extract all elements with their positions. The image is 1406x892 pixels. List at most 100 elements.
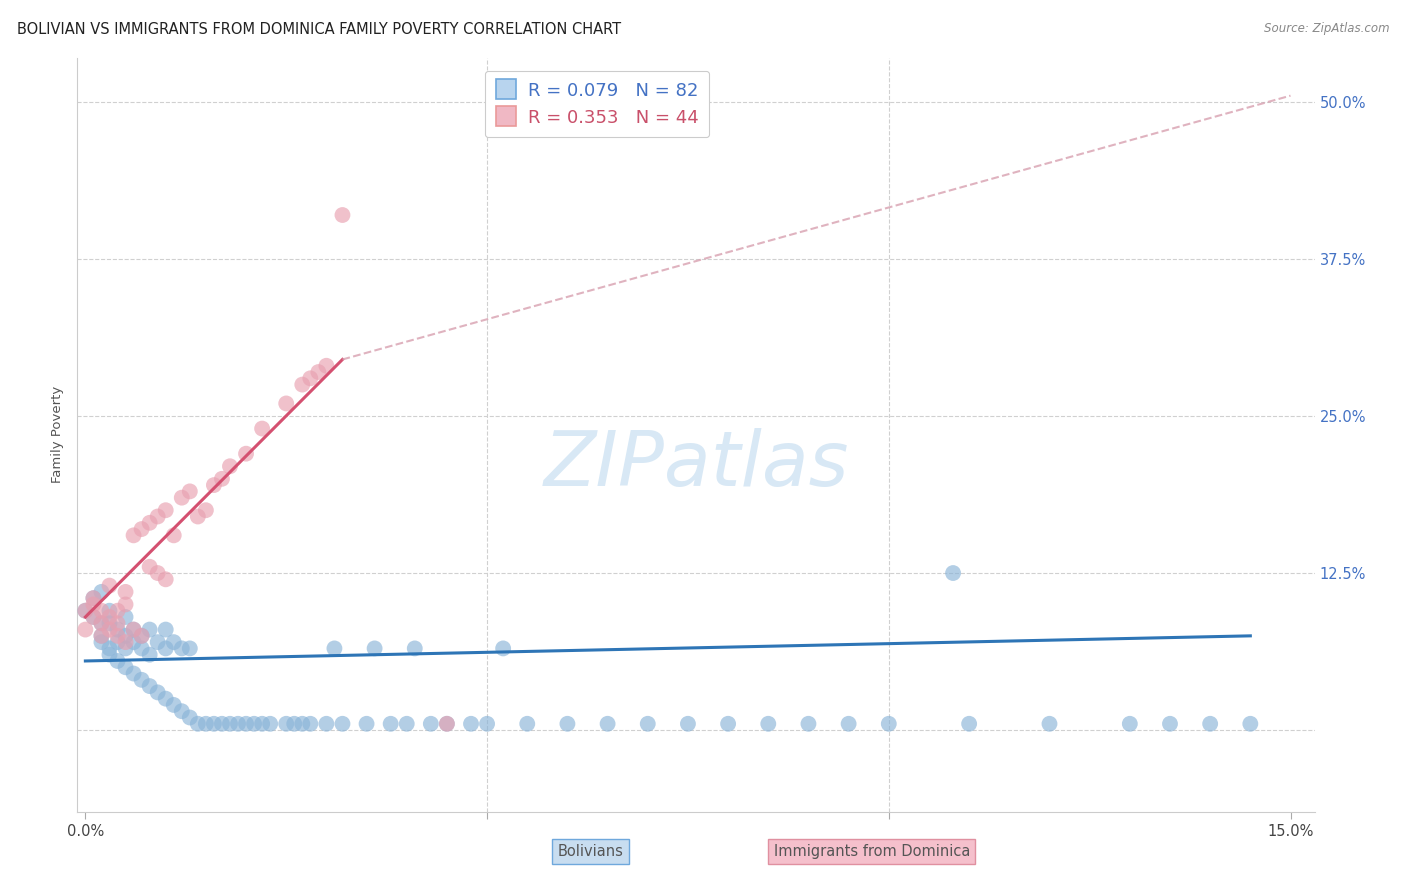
Point	[283, 716, 305, 731]
Point	[404, 641, 426, 656]
Point	[475, 716, 498, 731]
Text: Immigrants from Dominica: Immigrants from Dominica	[773, 845, 970, 859]
Point	[122, 623, 145, 637]
Point	[307, 365, 329, 379]
Point	[170, 641, 193, 656]
Point	[877, 716, 900, 731]
Point	[138, 679, 160, 693]
Point	[122, 528, 145, 542]
Point	[114, 641, 136, 656]
Point	[146, 509, 169, 524]
Point	[219, 459, 242, 474]
Point	[332, 208, 354, 222]
Point	[131, 629, 153, 643]
Point	[1159, 716, 1181, 731]
Point	[323, 641, 346, 656]
Point	[957, 716, 980, 731]
Point	[179, 484, 201, 499]
Point	[942, 566, 965, 580]
Text: ZIPatlas: ZIPatlas	[543, 428, 849, 502]
Point	[131, 641, 153, 656]
Point	[114, 629, 136, 643]
Point	[179, 710, 201, 724]
Point	[187, 716, 209, 731]
Point	[90, 604, 112, 618]
Point	[1038, 716, 1060, 731]
Point	[107, 604, 129, 618]
Point	[1199, 716, 1222, 731]
Point	[492, 641, 515, 656]
Point	[299, 371, 322, 385]
Point	[131, 522, 153, 536]
Point	[75, 604, 97, 618]
Point	[436, 716, 458, 731]
Point	[82, 610, 104, 624]
Point	[98, 641, 121, 656]
Point	[219, 716, 242, 731]
Point	[131, 629, 153, 643]
Point	[146, 635, 169, 649]
Point	[380, 716, 402, 731]
Text: BOLIVIAN VS IMMIGRANTS FROM DOMINICA FAMILY POVERTY CORRELATION CHART: BOLIVIAN VS IMMIGRANTS FROM DOMINICA FAM…	[17, 22, 621, 37]
Point	[114, 610, 136, 624]
Point	[179, 641, 201, 656]
Point	[756, 716, 779, 731]
Text: Source: ZipAtlas.com: Source: ZipAtlas.com	[1264, 22, 1389, 36]
Point	[170, 491, 193, 505]
Point	[194, 716, 217, 731]
Point	[170, 704, 193, 718]
Point	[395, 716, 418, 731]
Point	[291, 716, 314, 731]
Point	[596, 716, 619, 731]
Point	[235, 716, 257, 731]
Point	[155, 691, 177, 706]
Point	[107, 616, 129, 631]
Point	[82, 610, 104, 624]
Point	[146, 566, 169, 580]
Point	[107, 623, 129, 637]
Point	[202, 478, 225, 492]
Point	[243, 716, 266, 731]
Point	[98, 648, 121, 662]
Point	[114, 635, 136, 649]
Point	[122, 635, 145, 649]
Point	[163, 698, 186, 712]
Point	[155, 503, 177, 517]
Point	[122, 623, 145, 637]
Point	[436, 716, 458, 731]
Point	[250, 716, 273, 731]
Point	[155, 623, 177, 637]
Point	[211, 472, 233, 486]
Point	[107, 635, 129, 649]
Point	[107, 629, 129, 643]
Point	[838, 716, 860, 731]
Point	[250, 421, 273, 435]
Point	[90, 635, 112, 649]
Point	[419, 716, 441, 731]
Point	[460, 716, 482, 731]
Point	[717, 716, 740, 731]
Point	[797, 716, 820, 731]
Point	[75, 623, 97, 637]
Point	[90, 629, 112, 643]
Text: Bolivians: Bolivians	[558, 845, 623, 859]
Point	[637, 716, 659, 731]
Point	[332, 716, 354, 731]
Point	[163, 528, 186, 542]
Point	[226, 716, 249, 731]
Point	[107, 654, 129, 668]
Point	[194, 503, 217, 517]
Point	[276, 396, 298, 410]
Point	[114, 660, 136, 674]
Point	[211, 716, 233, 731]
Point	[114, 585, 136, 599]
Point	[315, 716, 337, 731]
Point	[235, 447, 257, 461]
Point	[138, 559, 160, 574]
Point	[138, 516, 160, 530]
Point	[98, 616, 121, 631]
Point	[82, 591, 104, 606]
Point	[90, 629, 112, 643]
Point	[82, 598, 104, 612]
Point	[1239, 716, 1261, 731]
